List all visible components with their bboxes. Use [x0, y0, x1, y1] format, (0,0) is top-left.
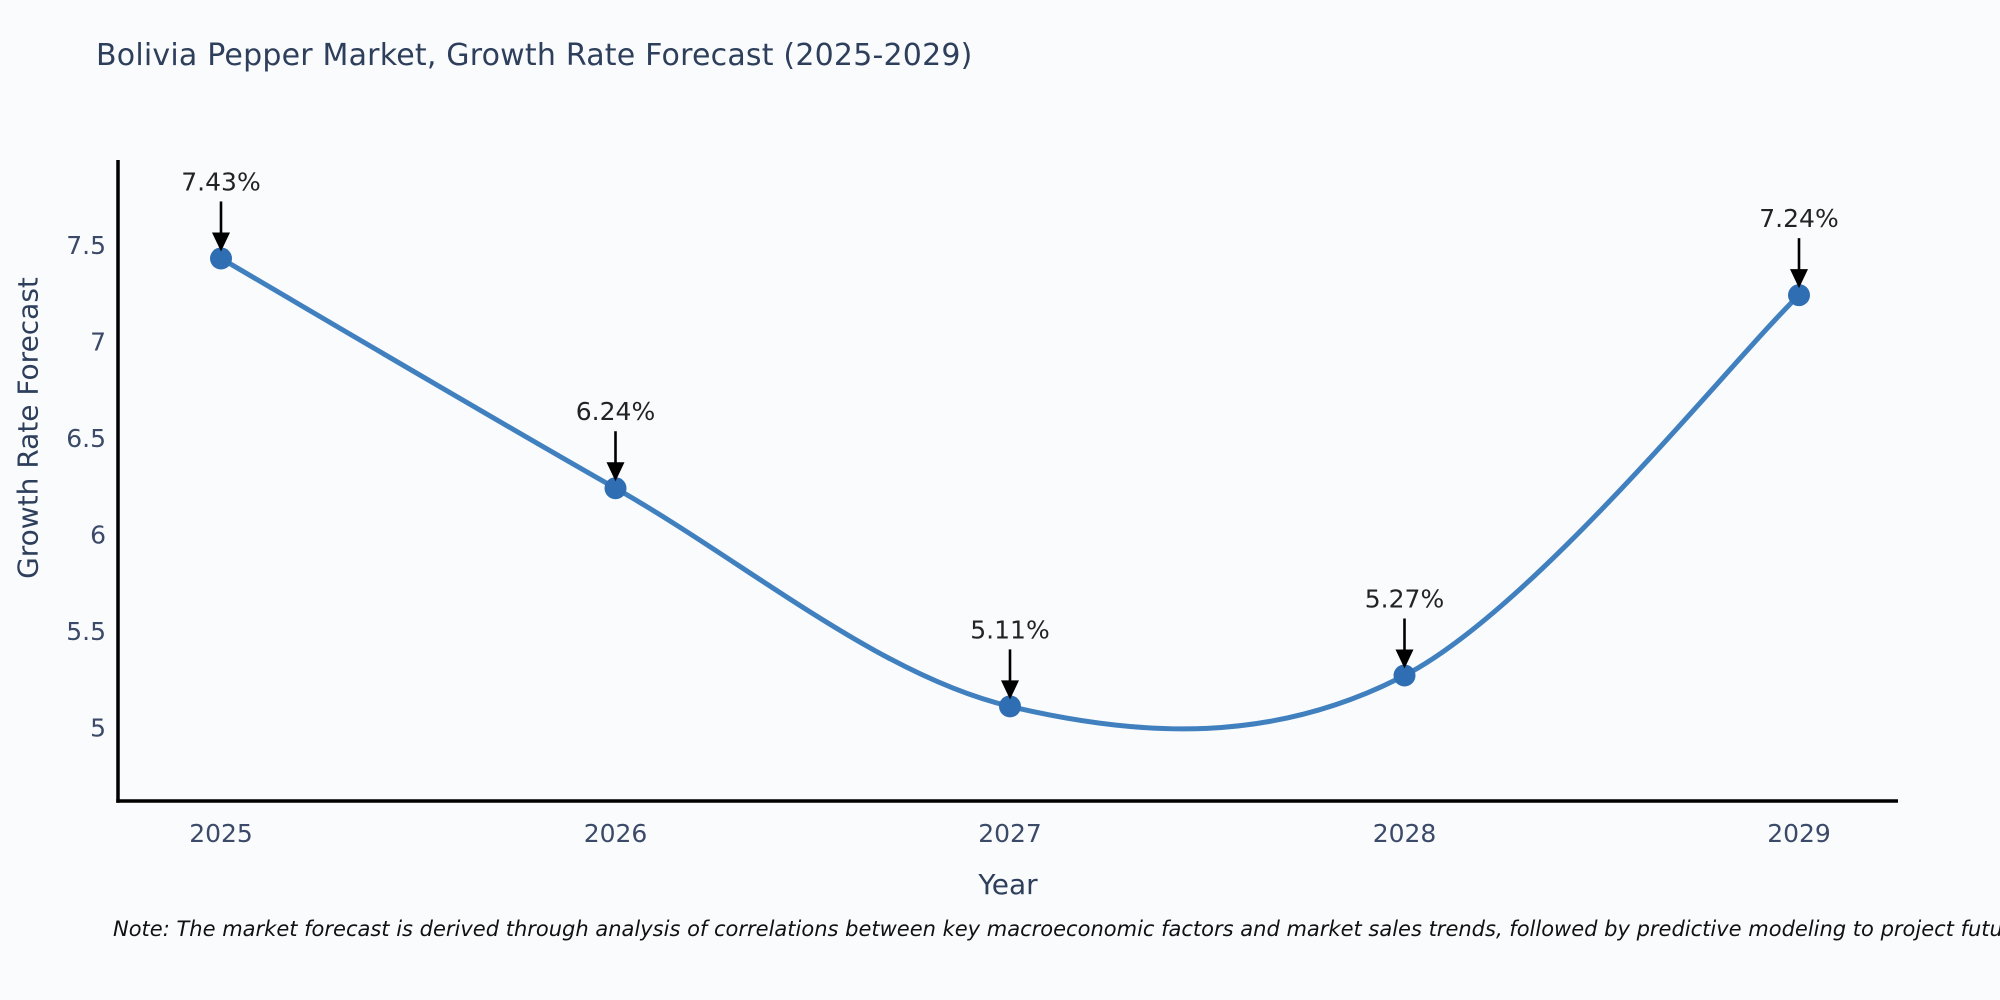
data-point-marker [1393, 664, 1416, 687]
data-point-marker [1788, 284, 1810, 307]
annotation-arrowhead [606, 462, 625, 482]
x-tick-label: 2027 [978, 819, 1042, 848]
data-point-marker [210, 247, 232, 270]
data-point-marker [999, 695, 1021, 718]
annotation-arrowhead [212, 232, 230, 252]
y-tick-label: 6 [90, 521, 106, 550]
data-point-label: 5.11% [970, 615, 1049, 644]
chart-title: Bolivia Pepper Market, Growth Rate Forec… [96, 38, 973, 73]
x-tick-label: 2025 [189, 819, 253, 848]
data-point-label: 7.43% [181, 167, 260, 196]
y-tick-label: 7 [90, 327, 106, 356]
x-axis-title: Year [978, 868, 1038, 901]
data-point-label: 7.24% [1759, 204, 1838, 233]
data-point-label: 5.27% [1365, 585, 1444, 614]
data-point-label: 6.24% [576, 397, 655, 426]
data-point-marker [604, 477, 627, 500]
y-tick-label: 6.5 [66, 424, 106, 453]
x-tick-label: 2028 [1373, 819, 1437, 848]
x-tick-label: 2029 [1767, 819, 1831, 848]
y-tick-label: 5 [90, 714, 106, 743]
annotation-arrowhead [1395, 649, 1414, 669]
annotation-arrowhead [1001, 680, 1019, 700]
footnote: Note: The market forecast is derived thr… [113, 917, 2000, 941]
y-tick-label: 7.5 [66, 231, 106, 260]
x-tick-label: 2026 [584, 819, 648, 848]
y-tick-label: 5.5 [66, 617, 106, 646]
annotation-arrowhead [1790, 269, 1808, 289]
